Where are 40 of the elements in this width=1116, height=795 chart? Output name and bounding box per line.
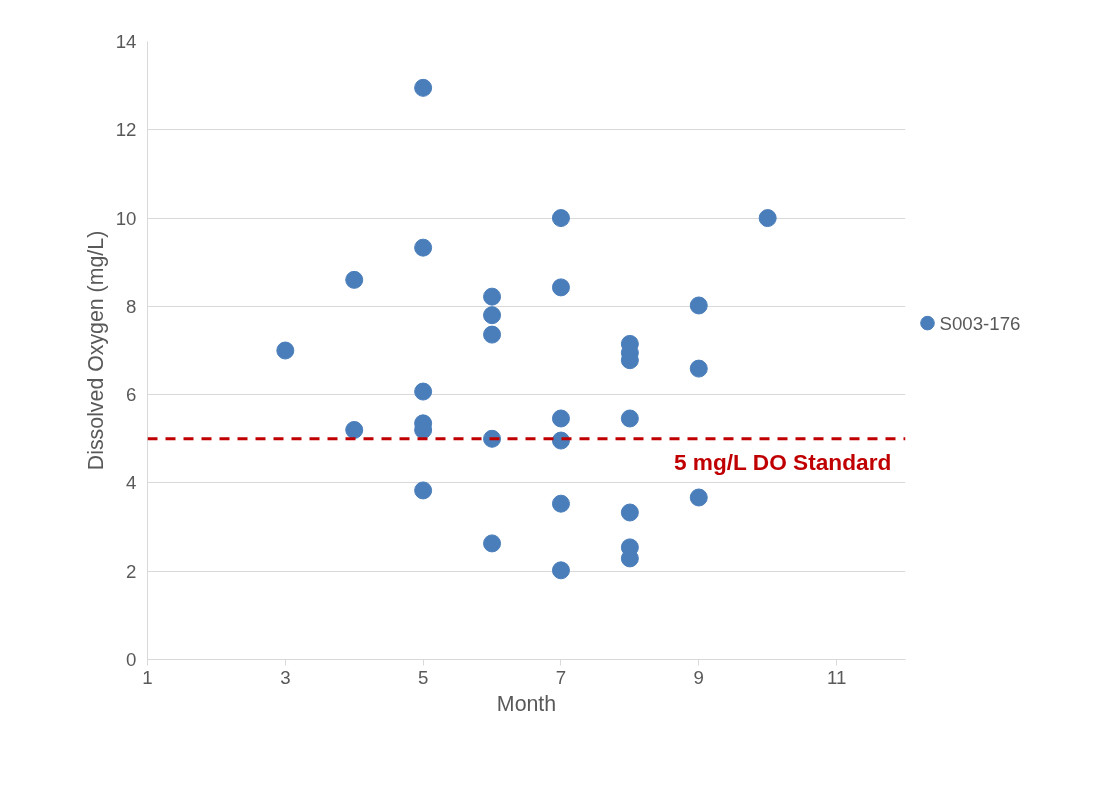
y-tick-label: 6	[126, 384, 137, 406]
y-tick-label: 10	[115, 207, 137, 229]
y-tick-label: 14	[115, 31, 137, 52]
point	[414, 78, 433, 97]
y-tick-label: 4	[126, 472, 137, 494]
y-tick-label: 2	[126, 560, 137, 582]
point	[689, 296, 708, 315]
point	[276, 341, 295, 360]
point	[551, 409, 570, 428]
y-axis-title: Dissolved Oxygen (mg/L)	[83, 230, 108, 471]
point	[551, 494, 570, 513]
x-tick-label: 1	[142, 666, 153, 688]
x-tick-label: 11	[826, 666, 847, 688]
point	[483, 287, 502, 306]
x-tick-label: 5	[417, 666, 429, 688]
point	[758, 209, 777, 228]
point	[551, 561, 570, 580]
y-tick-label: 12	[115, 119, 137, 141]
point	[620, 503, 639, 522]
point	[483, 306, 502, 325]
point	[620, 409, 639, 428]
x-tick-label: 3	[280, 666, 291, 688]
point	[414, 238, 433, 257]
point	[551, 209, 570, 228]
y-tick-label: 8	[126, 295, 137, 317]
point	[551, 278, 570, 297]
point	[689, 359, 708, 378]
point	[414, 382, 433, 401]
x-tick-label: 7	[555, 666, 567, 688]
point	[345, 270, 364, 289]
y-tick-label: 0	[126, 649, 137, 670]
point	[414, 481, 433, 500]
x-axis-title: Month	[496, 691, 557, 716]
x-tick-label: 9	[693, 666, 704, 688]
point	[689, 488, 708, 507]
point	[483, 325, 502, 344]
point	[483, 534, 502, 553]
ref-line-label: 5 mg/L DO Standard	[673, 448, 892, 475]
point	[345, 420, 364, 439]
legend-label: S003-176	[939, 312, 1021, 334]
